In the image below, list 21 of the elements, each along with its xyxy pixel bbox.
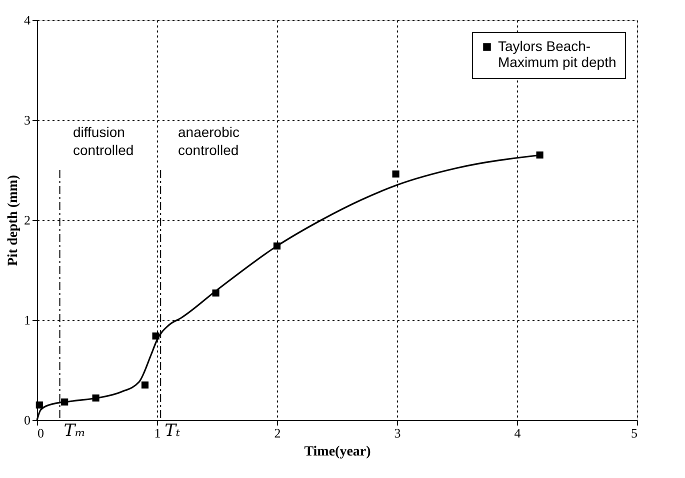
point — [392, 170, 400, 178]
point — [141, 381, 149, 389]
point — [36, 401, 43, 409]
y-tick-label: 1 — [24, 312, 30, 328]
y-tick-label: 0 — [24, 412, 30, 428]
x-tick-label: 5 — [631, 426, 638, 440]
y-tick-label: 2 — [24, 212, 30, 228]
x-tick-label: 0 — [38, 426, 44, 440]
x-tick-label: 1 — [154, 426, 161, 440]
y-axis-title: Pit depth (mm) — [6, 174, 21, 266]
ref-line-label: Tₜ — [164, 421, 181, 441]
annotation: anaerobic controlled — [178, 124, 240, 158]
y-tick-label: 3 — [24, 112, 30, 128]
x-tick-label: 4 — [514, 426, 522, 440]
x-tick-label: 3 — [394, 426, 401, 440]
x-axis-title: Time(year) — [304, 444, 372, 460]
x-tick-label: 2 — [274, 426, 281, 440]
y-tick-label: 4 — [24, 12, 31, 28]
legend-label: Taylors Beach- Maximum pit depth — [498, 38, 616, 70]
ref-line-label: Tₘ — [64, 421, 86, 441]
annotation: diffusion controlled — [73, 124, 134, 158]
